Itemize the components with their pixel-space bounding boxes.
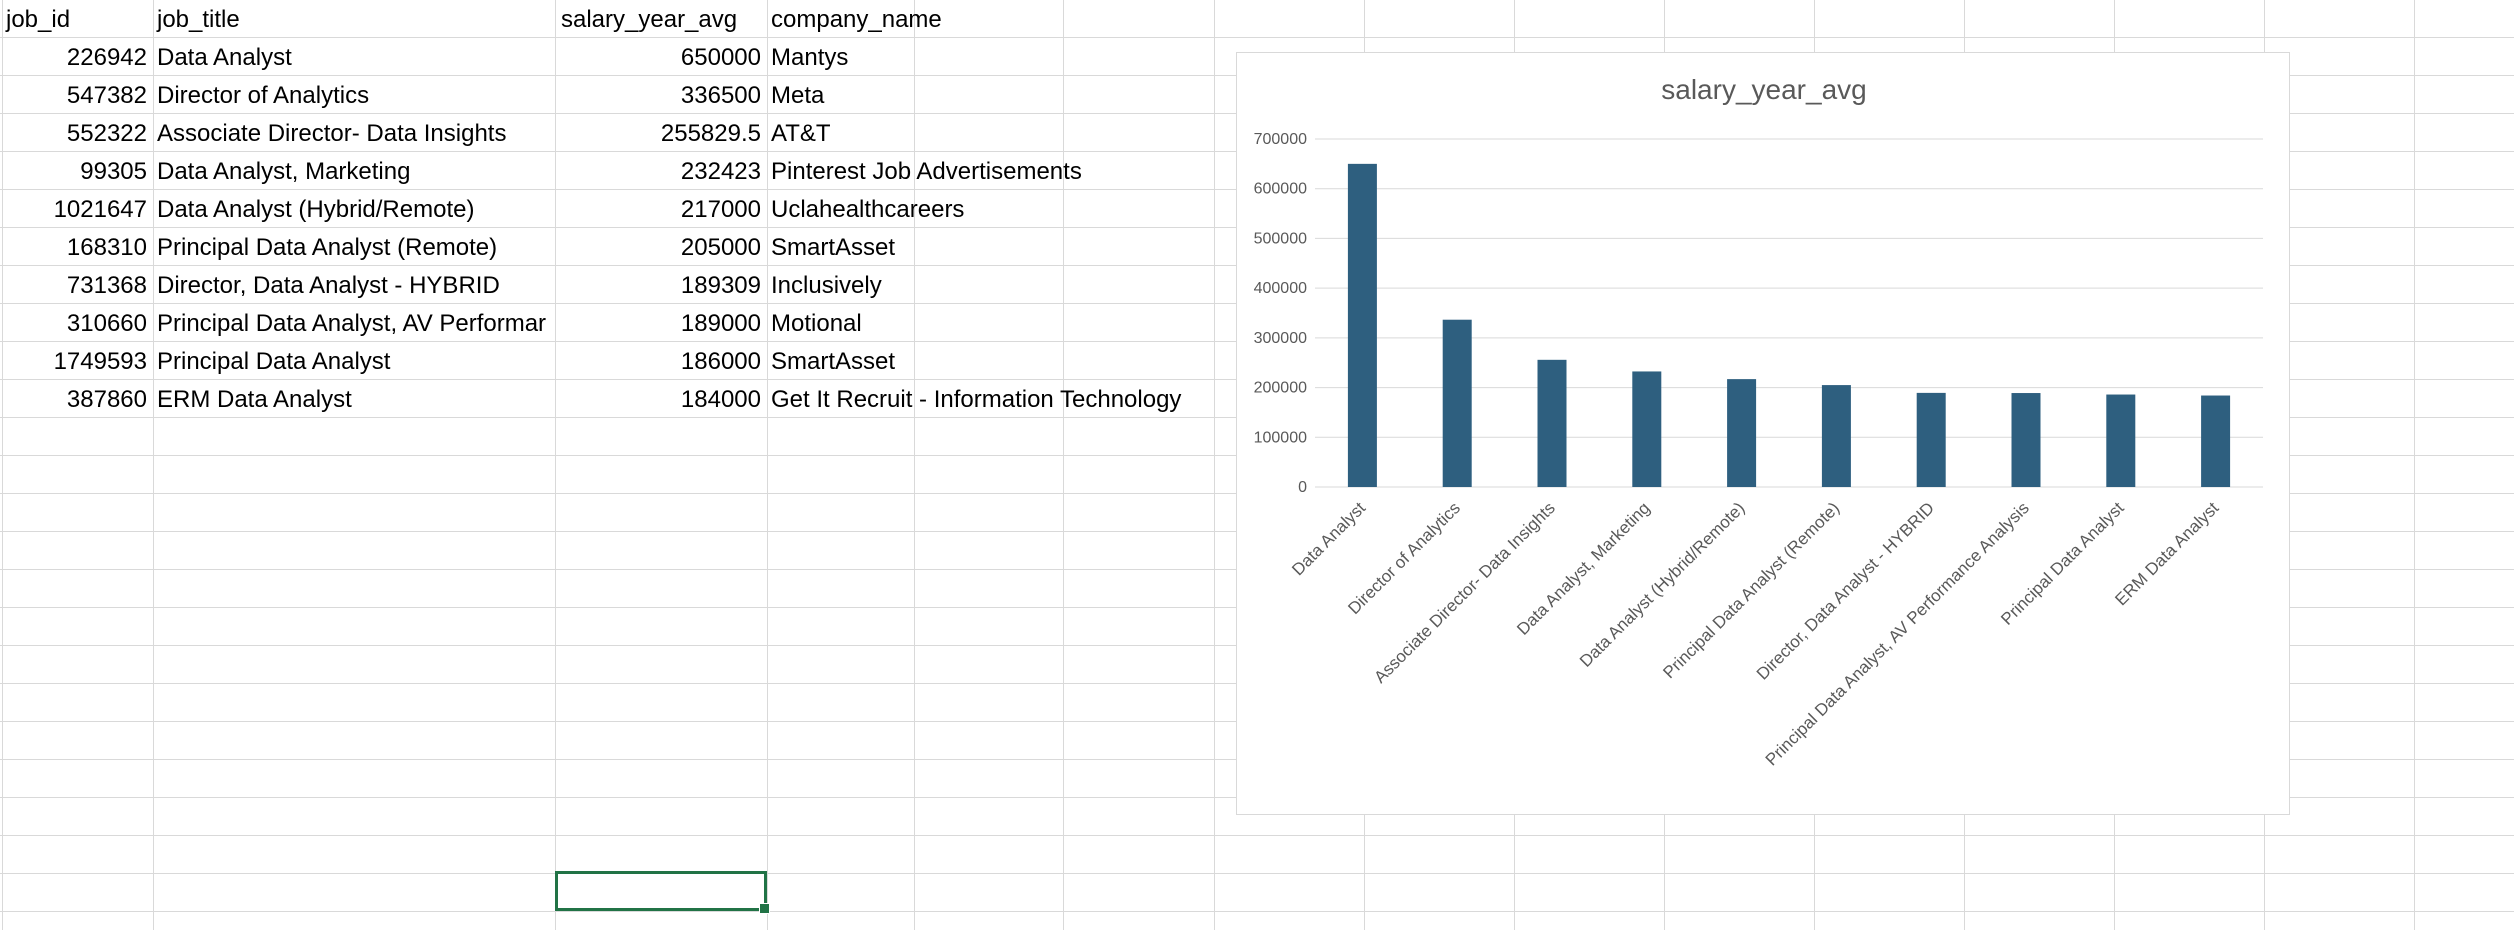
fill-handle[interactable] xyxy=(759,903,770,914)
header-job-id[interactable]: job_id xyxy=(6,6,71,33)
x-category-label: Data Analyst xyxy=(1288,498,1369,579)
cell-job-title[interactable]: Principal Data Analyst (Remote) xyxy=(157,234,498,261)
cell-company-name[interactable]: Pinterest Job Advertisements xyxy=(771,158,1082,185)
cell-salary-year-avg[interactable]: 186000 xyxy=(680,348,761,375)
chart-bar xyxy=(1537,359,1567,487)
cell-salary-year-avg[interactable]: 336500 xyxy=(680,82,761,109)
col-gridline xyxy=(1214,0,1215,930)
cell-company-name[interactable]: Mantys xyxy=(771,44,849,71)
cell-job-title[interactable]: Principal Data Analyst xyxy=(157,348,391,375)
chart-canvas: salary_year_avg 0 100000 200000 300000 400000… xyxy=(1254,74,2263,770)
col-gridline xyxy=(1063,0,1064,930)
x-category-label: Data Analyst (Hybrid/Remote) xyxy=(1576,498,1748,670)
cell-job-title[interactable]: ERM Data Analyst xyxy=(157,386,352,413)
x-category-label: Principal Data Analyst (Remote) xyxy=(1659,498,1843,682)
y-tick-label: 100000 xyxy=(1254,429,1307,446)
chart-bar xyxy=(2201,395,2231,487)
x-category-label: Associate Director- Data Insights xyxy=(1370,498,1558,686)
x-category-label: ERM Data Analyst xyxy=(2111,498,2222,609)
cell-job-title[interactable]: Associate Director- Data Insights xyxy=(157,120,507,147)
y-tick-label: 500000 xyxy=(1254,230,1307,247)
chart-bar xyxy=(1821,385,1851,487)
cell-job-title[interactable]: Principal Data Analyst, AV Performar xyxy=(157,310,547,337)
cell-company-name[interactable]: SmartAsset xyxy=(771,348,896,375)
cell-job-id[interactable]: 547382 xyxy=(66,82,147,109)
chart-bar xyxy=(2106,394,2136,487)
row-gridline xyxy=(0,911,2514,912)
col-gridline xyxy=(153,0,154,930)
cell-company-name[interactable]: Get It Recruit - Information Technology xyxy=(771,386,1182,413)
cell-job-title[interactable]: Data Analyst (Hybrid/Remote) xyxy=(157,196,475,223)
cell-job-id[interactable]: 731368 xyxy=(66,272,147,299)
cell-company-name[interactable]: SmartAsset xyxy=(771,234,896,261)
cell-job-id[interactable]: 387860 xyxy=(66,386,147,413)
chart-bar xyxy=(1632,371,1662,487)
cell-salary-year-avg[interactable]: 217000 xyxy=(680,196,761,223)
header-company-name[interactable]: company_name xyxy=(771,6,942,33)
chart-bar xyxy=(2011,393,2041,487)
cell-job-id[interactable]: 552322 xyxy=(66,120,147,147)
cell-salary-year-avg[interactable]: 189309 xyxy=(680,272,761,299)
col-gridline xyxy=(767,0,768,930)
cell-salary-year-avg[interactable]: 232423 xyxy=(680,158,761,185)
chart-salary-year-avg[interactable]: salary_year_avg 0 100000 200000 300000 400000… xyxy=(1236,52,2290,815)
cell-job-id[interactable]: 310660 xyxy=(66,310,147,337)
cell-job-title[interactable]: Data Analyst, Marketing xyxy=(157,158,411,185)
y-tick-label: 700000 xyxy=(1254,131,1307,148)
chart-bar xyxy=(1347,163,1377,487)
cell-job-title[interactable]: Director of Analytics xyxy=(157,82,370,109)
cell-job-id[interactable]: 168310 xyxy=(66,234,147,261)
y-tick-label: 300000 xyxy=(1254,330,1307,347)
row-gridline xyxy=(0,835,2514,836)
cell-company-name[interactable]: AT&T xyxy=(771,120,831,147)
y-tick-label: 0 xyxy=(1298,479,1307,496)
selected-cell[interactable] xyxy=(555,871,770,914)
cell-job-id[interactable]: 1021647 xyxy=(53,196,147,223)
cell-job-title[interactable]: Data Analyst xyxy=(157,44,292,71)
cell-company-name[interactable]: Inclusively xyxy=(771,272,882,299)
col-gridline xyxy=(2,0,3,930)
chart-bar xyxy=(1916,392,1946,487)
cell-company-name[interactable]: Meta xyxy=(771,82,825,109)
cell-company-name[interactable]: Uclahealthcareers xyxy=(771,196,965,223)
cell-job-id[interactable]: 1749593 xyxy=(53,348,147,375)
col-gridline xyxy=(2414,0,2415,930)
row-gridline xyxy=(0,873,2514,874)
x-category-label: Director, Data Analyst - HYBRID xyxy=(1753,498,1938,683)
col-gridline xyxy=(555,0,556,930)
cell-salary-year-avg[interactable]: 255829.5 xyxy=(660,120,761,147)
chart-title: salary_year_avg xyxy=(1661,74,1866,105)
y-tick-label: 200000 xyxy=(1254,380,1307,397)
cell-job-id[interactable]: 226942 xyxy=(66,44,147,71)
cell-salary-year-avg[interactable]: 650000 xyxy=(680,44,761,71)
cell-salary-year-avg[interactable]: 184000 xyxy=(680,386,761,413)
y-tick-label: 400000 xyxy=(1254,280,1307,297)
chart-bar xyxy=(1727,379,1757,487)
cell-job-title[interactable]: Director, Data Analyst - HYBRID xyxy=(157,272,500,299)
cell-salary-year-avg[interactable]: 189000 xyxy=(680,310,761,337)
cell-job-id[interactable]: 99305 xyxy=(80,158,147,185)
cell-salary-year-avg[interactable]: 205000 xyxy=(680,234,761,261)
header-salary-year-avg[interactable]: salary_year_avg xyxy=(561,6,738,33)
col-gridline xyxy=(914,0,915,930)
row-gridline xyxy=(0,37,2514,38)
cell-company-name[interactable]: Motional xyxy=(771,310,862,337)
y-tick-label: 600000 xyxy=(1254,181,1307,198)
header-job-title[interactable]: job_title xyxy=(157,6,240,33)
chart-bar xyxy=(1442,319,1472,487)
